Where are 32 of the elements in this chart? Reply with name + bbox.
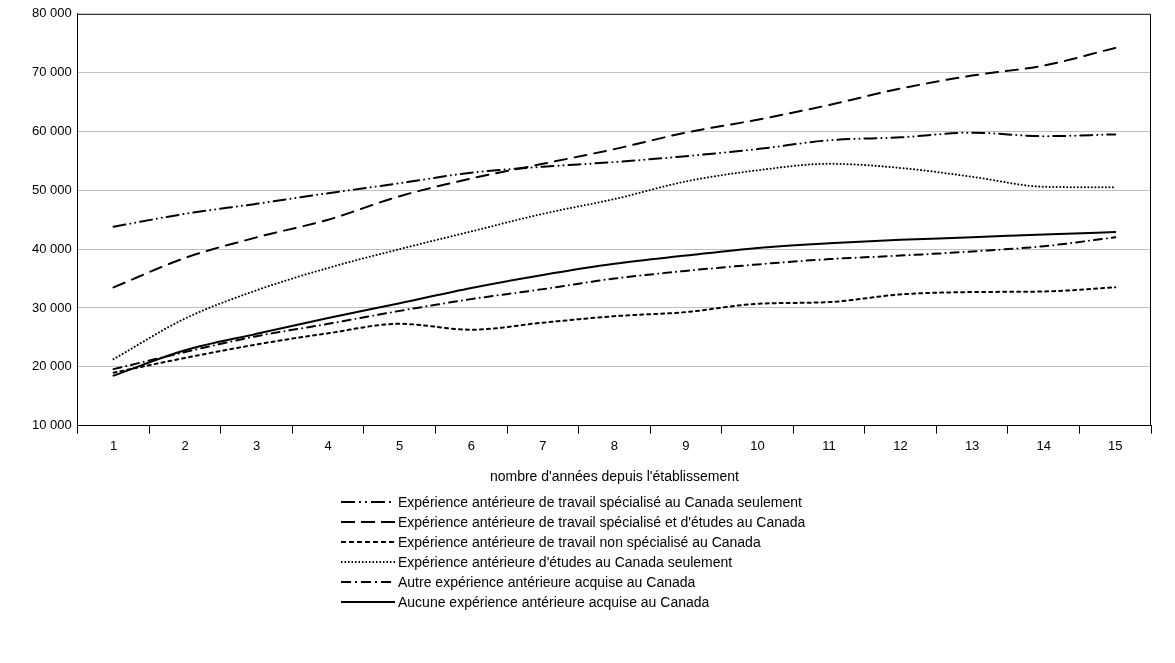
legend-label: Expérience antérieure de travail spécialisé et d'études au Canada: [398, 514, 806, 530]
x-tick-label: 2: [181, 437, 189, 453]
legend-label: Expérience antérieure d'études au Canada seulement: [398, 554, 733, 570]
x-tick-label: 12: [893, 437, 908, 453]
x-axis-title: nombre d'années depuis l'établissement: [489, 468, 739, 485]
y-tick-label: 30 000: [32, 299, 72, 315]
y-tick-label: 20 000: [32, 358, 72, 374]
line-series: [112, 46, 1117, 289]
y-tick-label: 70 000: [32, 64, 72, 80]
x-tick-label: 8: [610, 437, 618, 453]
y-tick-label: 60 000: [32, 123, 72, 139]
x-tick-label: 3: [253, 437, 261, 453]
line-series: [112, 162, 1117, 361]
x-tick-label: 1: [109, 437, 118, 453]
legend-label: Expérience antérieure de travail spécialisé au Canada seulement: [398, 494, 802, 510]
y-tick-label: 80 000: [32, 5, 72, 21]
x-tick-label: 5: [396, 437, 404, 453]
x-tick-label: 10: [750, 437, 765, 453]
x-tick-label: 4: [324, 437, 332, 453]
x-tick-label: 14: [1036, 437, 1051, 453]
x-tick-label: 11: [822, 437, 836, 453]
x-tick-label: 6: [467, 437, 475, 453]
y-tick-label: 50 000: [32, 181, 72, 197]
legend-label: Expérience antérieure de travail non spécialisé au Canada: [398, 534, 761, 550]
y-tick-label: 40 000: [32, 240, 72, 256]
y-tick-label: 10 000: [32, 417, 72, 433]
x-tick-label: 7: [539, 437, 547, 453]
x-tick-label: 15: [1107, 437, 1123, 453]
x-tick-label: 13: [964, 437, 980, 453]
legend-label: Aucune expérience antérieure acquise au Canada: [398, 594, 710, 610]
legend-label: Autre expérience antérieure acquise au Canada: [398, 574, 696, 590]
x-tick-label: 9: [682, 437, 690, 453]
